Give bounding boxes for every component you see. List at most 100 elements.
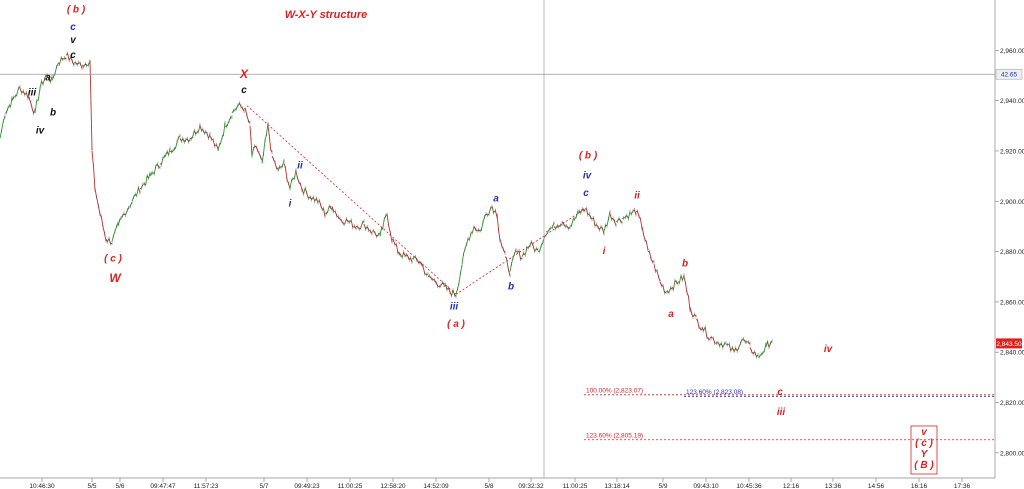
x-tick-label: 09:49:23 <box>294 483 320 489</box>
boxed-label-line: ( B ) <box>914 460 934 471</box>
x-tick-label: 12:16 <box>783 483 800 489</box>
price-segment <box>142 183 145 185</box>
price-segment <box>183 139 187 143</box>
wave-label: ii <box>297 161 303 172</box>
price-segment <box>768 342 771 348</box>
price-segment <box>388 225 391 234</box>
price-segment <box>539 245 542 252</box>
price-segment <box>479 229 482 232</box>
price-segment <box>581 208 584 211</box>
x-tick-label: 11:00:25 <box>563 483 588 489</box>
price-segment <box>215 144 219 150</box>
price-segment <box>277 166 280 172</box>
x-tick-label: 14:56 <box>868 483 885 489</box>
price-segment <box>245 109 248 116</box>
price-segment <box>411 257 414 260</box>
price-segment <box>673 280 676 290</box>
price-segment <box>609 213 612 220</box>
x-axis-ticks: 10:46:30 5/5 5/6 09:47:47 11:57:23 5/7 09:49:2… <box>29 478 971 489</box>
price-segment <box>476 229 479 232</box>
price-segment <box>71 61 75 66</box>
price-segment <box>668 287 671 293</box>
price-segment <box>264 134 267 141</box>
cursor-price-tag <box>995 68 1023 80</box>
price-segment <box>99 213 102 218</box>
wave-label: iii <box>450 301 459 312</box>
price-segment <box>89 60 92 105</box>
price-segment <box>360 222 363 229</box>
price-segment <box>328 205 331 208</box>
price-segment <box>297 177 300 183</box>
price-segment <box>520 257 523 260</box>
price-series <box>0 51 773 359</box>
price-segment <box>362 220 365 223</box>
wave-label: a <box>493 193 499 204</box>
price-segment <box>528 245 531 248</box>
price-segment <box>515 251 518 253</box>
y-tick-label: 2,860.00 <box>1000 299 1024 306</box>
price-segment <box>126 207 130 211</box>
price-segment <box>759 353 762 357</box>
price-segment <box>271 155 274 160</box>
price-segment <box>295 170 298 179</box>
price-segment <box>128 205 131 208</box>
price-segment <box>389 232 393 243</box>
price-segment <box>30 102 33 109</box>
y-tick-label: 2,940.00 <box>1000 98 1024 105</box>
price-segment <box>382 219 385 229</box>
price-segment <box>260 156 263 161</box>
price-segment <box>728 343 732 351</box>
price-segment <box>454 294 457 297</box>
price-segment <box>466 238 469 245</box>
price-segment <box>246 115 249 122</box>
price-segment <box>695 319 698 321</box>
price-segment <box>509 263 512 272</box>
price-segment <box>168 148 171 156</box>
wave-label: ( c ) <box>104 254 122 265</box>
price-segment <box>172 148 175 152</box>
price-segment <box>602 228 605 234</box>
price-segment <box>499 238 503 246</box>
price-segment <box>125 210 128 216</box>
price-segment <box>267 125 270 137</box>
price-segment <box>182 138 185 143</box>
price-segment <box>0 129 3 139</box>
boxed-label-line: v <box>921 427 928 438</box>
price-segment <box>5 108 9 113</box>
price-segment <box>438 285 442 288</box>
price-segment <box>756 354 759 358</box>
price-segment <box>634 209 637 215</box>
price-segment <box>566 225 569 229</box>
price-segment <box>301 188 305 195</box>
price-segment <box>221 134 225 138</box>
price-segment <box>320 205 323 210</box>
price-segment <box>487 213 490 216</box>
price-segment <box>659 281 662 286</box>
price-segment <box>763 343 767 351</box>
price-segment <box>346 218 349 222</box>
price-segment <box>212 139 216 147</box>
price-segment <box>599 226 602 231</box>
price-segment <box>366 226 370 231</box>
price-segment <box>603 225 606 232</box>
price-segment <box>521 252 525 257</box>
price-segment <box>611 218 614 220</box>
price-segment <box>309 196 313 200</box>
price-segment <box>656 270 659 277</box>
price-segment <box>689 306 692 314</box>
price-segment <box>291 178 294 181</box>
price-segment <box>658 276 661 282</box>
wave-label: a <box>668 309 674 320</box>
price-segment <box>358 227 362 230</box>
price-segment <box>502 249 506 254</box>
x-tick-label: 13:36 <box>825 483 842 489</box>
price-segment <box>401 252 405 258</box>
price-segment <box>722 343 725 348</box>
price-segment <box>56 64 59 68</box>
price-segment <box>416 259 419 263</box>
price-segment <box>386 213 390 226</box>
price-segment <box>478 229 481 232</box>
price-segment <box>399 253 402 256</box>
price-segment <box>192 130 195 137</box>
